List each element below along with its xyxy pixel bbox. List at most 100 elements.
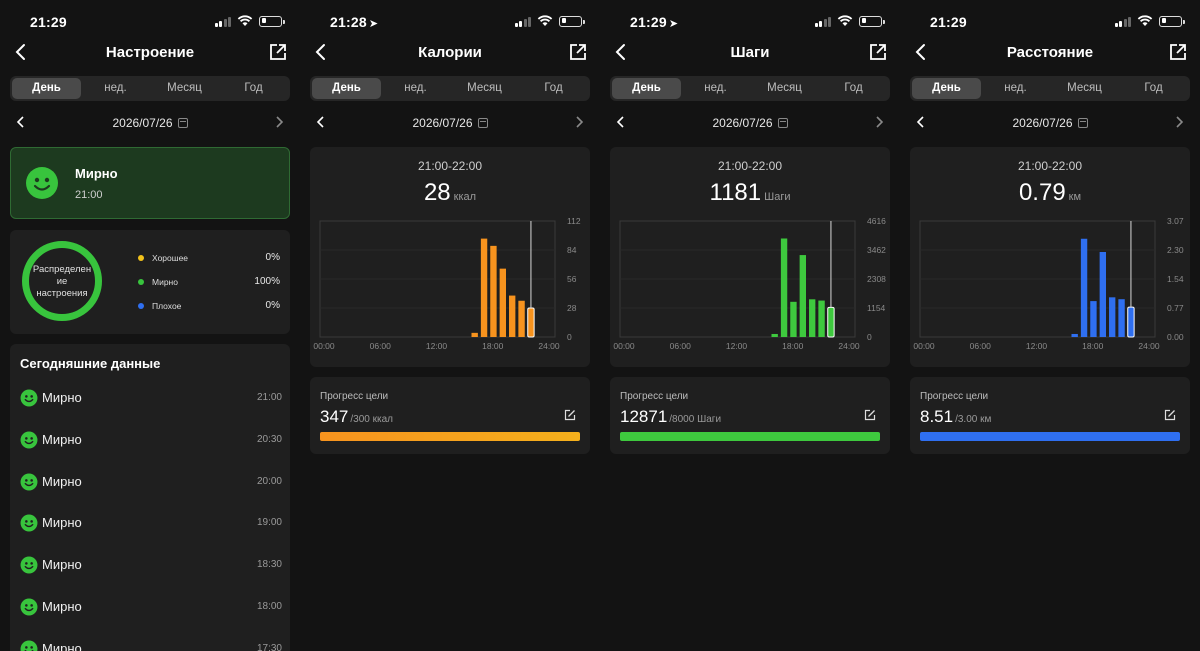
tab-week[interactable]: нед. — [704, 82, 727, 94]
date-label[interactable]: 2026/07/26 — [900, 116, 1200, 130]
selected-value: 28 ккал — [423, 179, 477, 206]
chart-bar[interactable] — [471, 332, 478, 337]
date-selector: 2026/07/26 — [600, 112, 900, 134]
tab-week[interactable]: нед. — [104, 82, 127, 94]
date-label[interactable]: 2026/07/26 — [600, 116, 900, 130]
tab-day[interactable]: День — [612, 78, 681, 99]
battery-icon — [1159, 15, 1185, 27]
y-tick-label: 3.07 — [1167, 216, 1184, 226]
calm-face-icon — [20, 473, 38, 491]
tab-day[interactable]: День — [12, 78, 81, 99]
tab-year[interactable]: Год — [544, 82, 563, 94]
chart-bar[interactable] — [1127, 306, 1135, 338]
calm-face-icon — [20, 556, 38, 574]
chart-bar[interactable] — [1109, 297, 1116, 337]
tab-day[interactable]: День — [312, 78, 381, 99]
tab-day[interactable]: День — [912, 78, 981, 99]
chart-bar[interactable] — [790, 301, 797, 337]
hourly-bar-chart[interactable]: 0 1154 2308 3462 4616 00:00 06:00 12:00 18:00 24:… — [610, 207, 890, 367]
date-label[interactable]: 2026/07/26 — [300, 116, 600, 130]
back-icon[interactable] — [912, 42, 930, 62]
calm-face-icon — [20, 431, 38, 449]
chart-bar[interactable] — [809, 299, 816, 337]
hourly-bar-chart[interactable]: 0.00 0.77 1.54 2.30 3.07 00:00 06:00 12:00 18:00… — [910, 207, 1190, 367]
tab-year[interactable]: Год — [1144, 82, 1163, 94]
mood-entry-row[interactable]: Мирно 21:00 — [20, 388, 282, 408]
tab-month[interactable]: Месяц — [467, 82, 502, 94]
mood-entry-row[interactable]: Мирно 17:30 — [20, 639, 282, 651]
next-date-icon[interactable] — [1174, 115, 1184, 129]
chart-bar[interactable] — [527, 307, 535, 338]
tab-year[interactable]: Год — [844, 82, 863, 94]
mood-entry-row[interactable]: Мирно 18:30 — [20, 555, 282, 575]
date-label[interactable]: 2026/07/26 — [0, 116, 300, 130]
chart-bar[interactable] — [827, 306, 835, 338]
chart-bar[interactable] — [780, 238, 788, 337]
next-date-icon[interactable] — [874, 115, 884, 129]
chart-bar[interactable] — [1099, 251, 1106, 337]
edit-goal-icon[interactable] — [1164, 409, 1176, 421]
tab-year[interactable]: Год — [244, 82, 263, 94]
mood-entry-label: Мирно — [42, 640, 82, 651]
edit-goal-icon[interactable] — [564, 409, 576, 421]
tab-month[interactable]: Месяц — [1067, 82, 1102, 94]
tab-week[interactable]: нед. — [404, 82, 427, 94]
prev-date-icon[interactable] — [316, 115, 326, 129]
status-time: 21:28 ➤ — [330, 14, 379, 30]
chart-bar[interactable] — [499, 268, 506, 337]
status-time: 21:29 — [930, 14, 967, 30]
mood-entry-label: Мирно — [42, 599, 82, 614]
legend-dot-bad — [138, 303, 144, 309]
calm-face-icon — [20, 389, 38, 407]
chart-bar[interactable] — [1090, 301, 1097, 337]
ring-label: Распределен ие настроения — [32, 264, 92, 299]
x-tick-label: 18:00 — [482, 341, 504, 351]
legend-bad: Плохое 0% — [138, 300, 280, 314]
hourly-bar-chart[interactable]: 0 28 56 84 112 00:00 06:00 12:00 18:00 24:00 — [310, 207, 590, 367]
calm-face-icon — [20, 598, 38, 616]
chart-bar[interactable] — [518, 300, 525, 337]
x-tick-label: 24:00 — [538, 341, 560, 351]
y-tick-label: 2308 — [867, 274, 886, 284]
tab-month[interactable]: Месяц — [167, 82, 202, 94]
chart-bar[interactable] — [799, 255, 806, 337]
mood-entry-label: Мирно — [42, 557, 82, 573]
share-icon[interactable] — [268, 42, 288, 62]
back-icon[interactable] — [612, 42, 630, 62]
chart-bar[interactable] — [509, 295, 516, 337]
y-tick-label: 84 — [567, 245, 577, 255]
tab-month[interactable]: Месяц — [767, 82, 802, 94]
back-icon[interactable] — [312, 42, 330, 62]
page-title: Настроение — [105, 44, 195, 61]
y-tick-label: 0 — [867, 332, 872, 342]
current-mood-card: Мирно 21:00 — [10, 147, 290, 219]
next-date-icon[interactable] — [274, 115, 284, 129]
share-icon[interactable] — [568, 42, 588, 62]
prev-date-icon[interactable] — [616, 115, 626, 129]
chart-bar[interactable] — [1071, 333, 1078, 337]
distance-screen: 21:29 Расстояние День нед. Месяц Год 202… — [900, 0, 1200, 651]
share-icon[interactable] — [1168, 42, 1188, 62]
chart-bar[interactable] — [490, 245, 497, 337]
chart-bar[interactable] — [1118, 299, 1125, 337]
next-date-icon[interactable] — [574, 115, 584, 129]
hourly-chart-card: 21:00-22:00 28 ккал 0 28 56 84 112 00:00 06:00 1… — [310, 147, 590, 367]
mood-entry-row[interactable]: Мирно 18:00 — [20, 597, 282, 617]
tab-week[interactable]: нед. — [1004, 82, 1027, 94]
y-tick-label: 1154 — [867, 303, 886, 313]
x-tick-label: 00:00 — [313, 341, 335, 351]
mood-entry-row[interactable]: Мирно 20:30 — [20, 430, 282, 450]
back-icon[interactable] — [12, 42, 30, 62]
chart-bar[interactable] — [818, 300, 825, 337]
y-tick-label: 0.77 — [1167, 303, 1184, 313]
mood-entry-row[interactable]: Мирно 19:00 — [20, 513, 282, 533]
prev-date-icon[interactable] — [916, 115, 926, 129]
edit-goal-icon[interactable] — [864, 409, 876, 421]
x-tick-label: 00:00 — [613, 341, 635, 351]
chart-bar[interactable] — [771, 333, 778, 337]
share-icon[interactable] — [868, 42, 888, 62]
mood-entry-row[interactable]: Мирно 20:00 — [20, 472, 282, 492]
chart-bar[interactable] — [1080, 238, 1088, 337]
prev-date-icon[interactable] — [16, 115, 26, 129]
chart-bar[interactable] — [480, 238, 488, 337]
